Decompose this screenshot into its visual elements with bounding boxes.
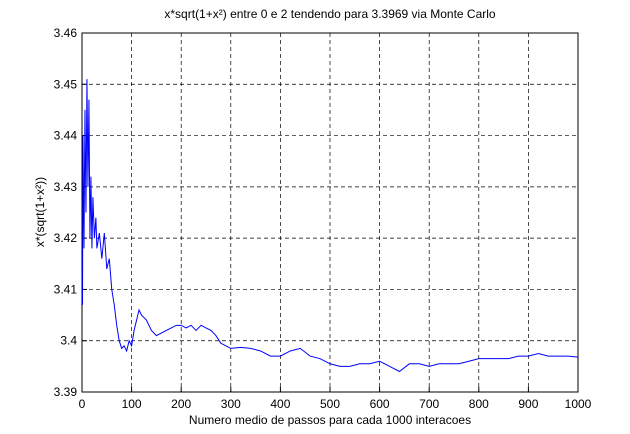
x-axis-label: Numero medio de passos para cada 1000 in… <box>189 413 471 427</box>
plot-frame <box>81 32 579 393</box>
x-tick-label: 100 <box>122 397 142 411</box>
chart-title: x*sqrt(1+x²) entre 0 e 2 tendendo para 3… <box>164 7 496 21</box>
x-tick-label: 900 <box>518 397 538 411</box>
data-line <box>81 79 579 373</box>
x-tick-label: 200 <box>171 397 191 411</box>
y-tick-label: 3.39 <box>54 385 78 399</box>
x-tick-label: 800 <box>469 397 489 411</box>
y-tick-label: 3.42 <box>54 231 78 245</box>
x-tick-label: 500 <box>320 397 340 411</box>
y-tick-label: 3.44 <box>54 129 78 143</box>
x-tick-label: 600 <box>370 397 390 411</box>
y-tick-label: 3.4 <box>60 334 77 348</box>
x-tick-label: 1000 <box>565 397 592 411</box>
x-tick-label: 400 <box>270 397 290 411</box>
x-tick-label: 0 <box>79 397 86 411</box>
y-tick-label: 3.43 <box>54 180 78 194</box>
x-tick-label: 700 <box>419 397 439 411</box>
y-tick-label: 3.41 <box>54 282 78 296</box>
x-tick-label: 300 <box>221 397 241 411</box>
y-tick-label: 3.46 <box>54 26 78 40</box>
y-tick-label: 3.45 <box>54 77 78 91</box>
y-axis-label: x*(sqrt(1+x²)) <box>33 177 47 247</box>
